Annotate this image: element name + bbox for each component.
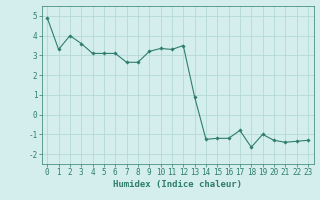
X-axis label: Humidex (Indice chaleur): Humidex (Indice chaleur) xyxy=(113,180,242,189)
